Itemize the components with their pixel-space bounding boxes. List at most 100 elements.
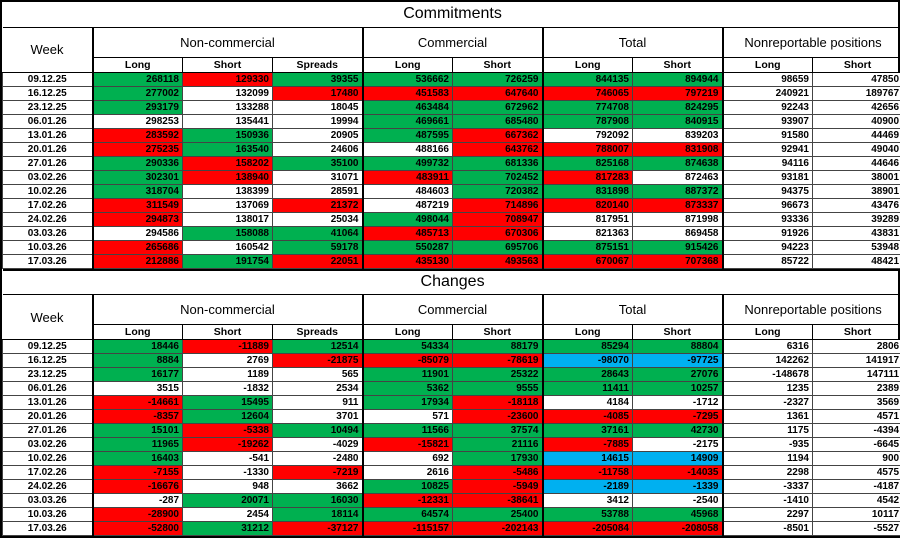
value-cell: 132099 bbox=[183, 86, 273, 100]
value-cell: 3662 bbox=[273, 480, 363, 494]
value-cell: -85079 bbox=[363, 354, 453, 368]
value-cell: 47850 bbox=[813, 72, 900, 86]
value-cell: 825168 bbox=[543, 156, 633, 170]
value-cell: 44469 bbox=[813, 128, 900, 142]
value-cell: 189767 bbox=[813, 86, 900, 100]
value-cell: 43831 bbox=[813, 226, 900, 240]
week-cell: 27.01.26 bbox=[3, 156, 93, 170]
value-cell: 14615 bbox=[543, 452, 633, 466]
value-cell: 53948 bbox=[813, 240, 900, 254]
value-cell: 18114 bbox=[273, 508, 363, 522]
week-cell: 17.03.26 bbox=[3, 522, 93, 536]
value-cell: 42730 bbox=[633, 424, 723, 438]
value-cell: 11965 bbox=[93, 438, 183, 452]
value-cell: 3515 bbox=[93, 382, 183, 396]
week-cell: 03.03.26 bbox=[3, 226, 93, 240]
value-cell: 11566 bbox=[363, 424, 453, 438]
value-cell: 6316 bbox=[723, 340, 813, 354]
week-cell: 10.02.26 bbox=[3, 184, 93, 198]
week-cell: 20.01.26 bbox=[3, 410, 93, 424]
value-cell: 53788 bbox=[543, 508, 633, 522]
week-cell: 13.01.26 bbox=[3, 128, 93, 142]
value-cell: -21875 bbox=[273, 354, 363, 368]
value-cell: -11889 bbox=[183, 340, 273, 354]
sub-header: Short bbox=[453, 57, 543, 72]
sub-header: Short bbox=[813, 325, 900, 340]
value-cell: 900 bbox=[813, 452, 900, 466]
value-cell: 142262 bbox=[723, 354, 813, 368]
value-cell: 1194 bbox=[723, 452, 813, 466]
value-cell: -935 bbox=[723, 438, 813, 452]
value-cell: 672962 bbox=[453, 100, 543, 114]
sub-header: Short bbox=[183, 325, 273, 340]
value-cell: -4187 bbox=[813, 480, 900, 494]
value-cell: -202143 bbox=[453, 522, 543, 536]
value-cell: -5949 bbox=[453, 480, 543, 494]
value-cell: 163540 bbox=[183, 142, 273, 156]
week-cell: 27.01.26 bbox=[3, 424, 93, 438]
week-cell: 20.01.26 bbox=[3, 142, 93, 156]
value-cell: 3412 bbox=[543, 494, 633, 508]
value-cell: 4571 bbox=[813, 410, 900, 424]
value-cell: -1410 bbox=[723, 494, 813, 508]
value-cell: 35100 bbox=[273, 156, 363, 170]
group-header: Total bbox=[543, 27, 723, 57]
value-cell: -14035 bbox=[633, 466, 723, 480]
value-cell: 18045 bbox=[273, 100, 363, 114]
value-cell: -8501 bbox=[723, 522, 813, 536]
value-cell: 21372 bbox=[273, 198, 363, 212]
value-cell: 18446 bbox=[93, 340, 183, 354]
value-cell: 92941 bbox=[723, 142, 813, 156]
value-cell: 2769 bbox=[183, 354, 273, 368]
week-cell: 17.03.26 bbox=[3, 254, 93, 268]
value-cell: 915426 bbox=[633, 240, 723, 254]
value-cell: -4029 bbox=[273, 438, 363, 452]
value-cell: 93181 bbox=[723, 170, 813, 184]
value-cell: 16030 bbox=[273, 494, 363, 508]
value-cell: -2189 bbox=[543, 480, 633, 494]
value-cell: 565 bbox=[273, 368, 363, 382]
value-cell: 670306 bbox=[453, 226, 543, 240]
value-cell: 2297 bbox=[723, 508, 813, 522]
value-cell: 41064 bbox=[273, 226, 363, 240]
value-cell: 571 bbox=[363, 410, 453, 424]
value-cell: -11758 bbox=[543, 466, 633, 480]
value-cell: 844135 bbox=[543, 72, 633, 86]
value-cell: -5486 bbox=[453, 466, 543, 480]
week-cell: 09.12.25 bbox=[3, 340, 93, 354]
value-cell: 487219 bbox=[363, 198, 453, 212]
value-cell: 4542 bbox=[813, 494, 900, 508]
value-cell: 294586 bbox=[93, 226, 183, 240]
value-cell: 45968 bbox=[633, 508, 723, 522]
value-cell: 1175 bbox=[723, 424, 813, 438]
value-cell: -7219 bbox=[273, 466, 363, 480]
value-cell: 42656 bbox=[813, 100, 900, 114]
value-cell: 40900 bbox=[813, 114, 900, 128]
sub-header: Long bbox=[93, 57, 183, 72]
value-cell: 141917 bbox=[813, 354, 900, 368]
value-cell: 31071 bbox=[273, 170, 363, 184]
week-cell: 13.01.26 bbox=[3, 396, 93, 410]
value-cell: -28900 bbox=[93, 508, 183, 522]
value-cell: 894944 bbox=[633, 72, 723, 86]
value-cell: -541 bbox=[183, 452, 273, 466]
value-cell: 294873 bbox=[93, 212, 183, 226]
value-cell: 21116 bbox=[453, 438, 543, 452]
value-cell: -19262 bbox=[183, 438, 273, 452]
value-cell: 133288 bbox=[183, 100, 273, 114]
value-cell: 787908 bbox=[543, 114, 633, 128]
value-cell: 158088 bbox=[183, 226, 273, 240]
week-cell: 03.03.26 bbox=[3, 494, 93, 508]
week-column-header: Week bbox=[3, 27, 93, 72]
group-header: Non-commercial bbox=[93, 27, 363, 57]
